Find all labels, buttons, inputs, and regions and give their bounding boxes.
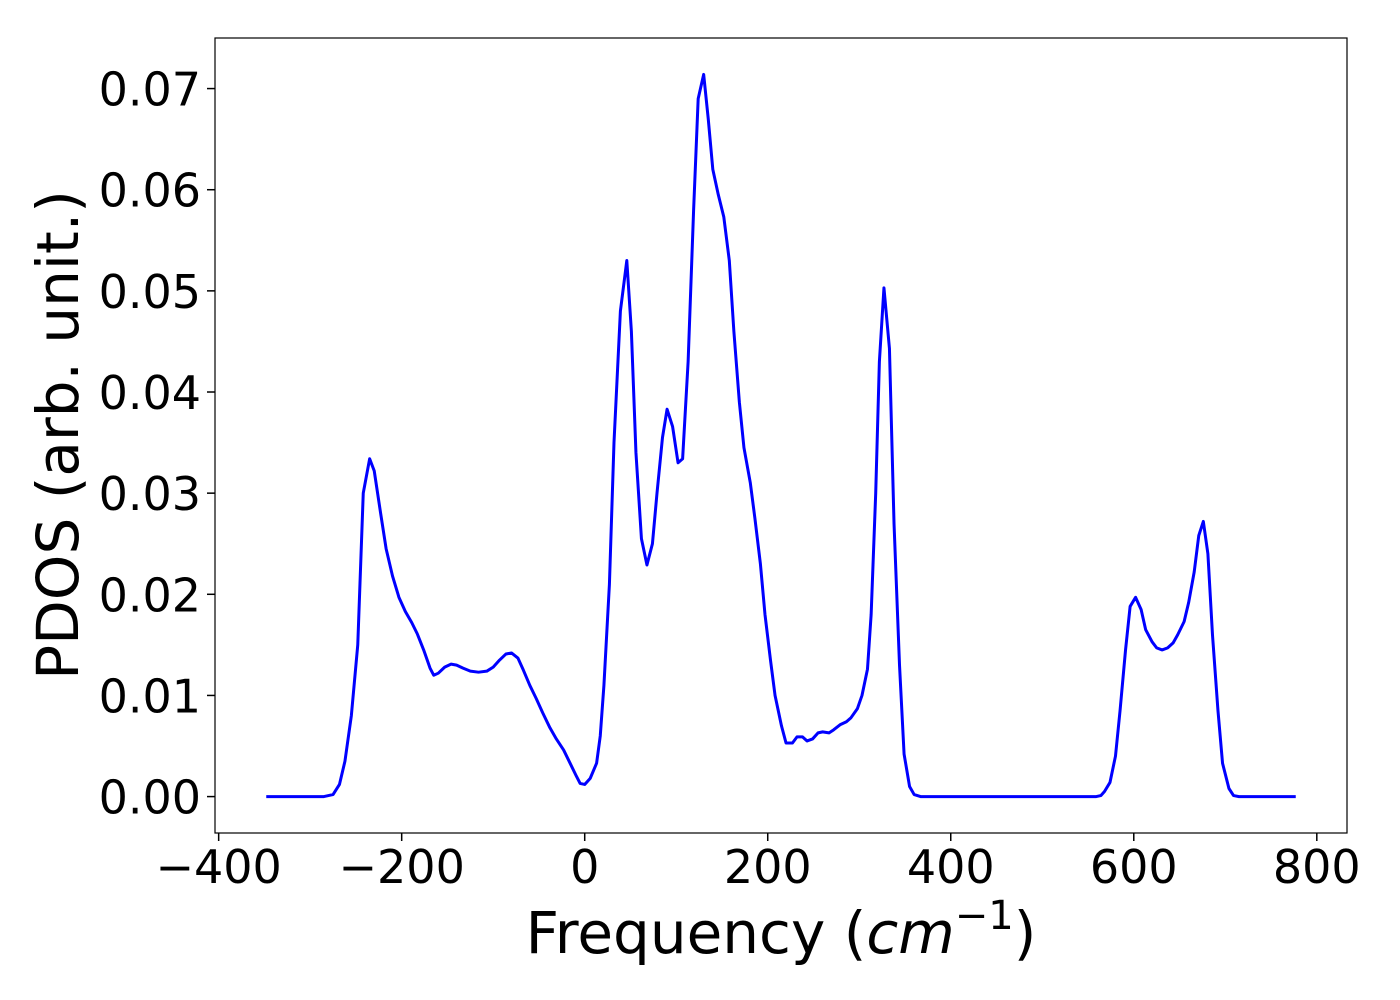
- x-label-close: ): [1014, 899, 1037, 967]
- y-tick-label: 0.04: [99, 366, 201, 420]
- y-tick-label: 0.05: [99, 265, 201, 319]
- x-label-unit: cm: [866, 899, 954, 967]
- x-tick-label: 400: [907, 840, 995, 894]
- y-tick-label: 0.07: [99, 63, 201, 117]
- x-tick-label: 200: [724, 840, 812, 894]
- x-label-exponent: −1: [955, 893, 1014, 939]
- line-series: [266, 72, 1296, 799]
- x-tick-label: 800: [1273, 840, 1361, 894]
- x-axis-label: Frequency (cm−1): [526, 893, 1037, 967]
- x-tick-label: 600: [1090, 840, 1178, 894]
- x-label-text: Frequency (: [526, 899, 867, 967]
- x-tick-label: 0: [570, 840, 599, 894]
- y-axis-label: PDOS (arb. unit.): [24, 190, 92, 680]
- y-tick-label: 0.01: [99, 669, 201, 723]
- y-tick-label: 0.02: [99, 568, 201, 622]
- x-tick-label: −200: [339, 840, 465, 894]
- y-tick-label: 0.00: [99, 771, 201, 825]
- y-tick-label: 0.03: [99, 467, 201, 521]
- y-tick-label: 0.06: [99, 164, 201, 218]
- x-tick-label: −400: [155, 840, 281, 894]
- plot-frame: [214, 37, 1348, 834]
